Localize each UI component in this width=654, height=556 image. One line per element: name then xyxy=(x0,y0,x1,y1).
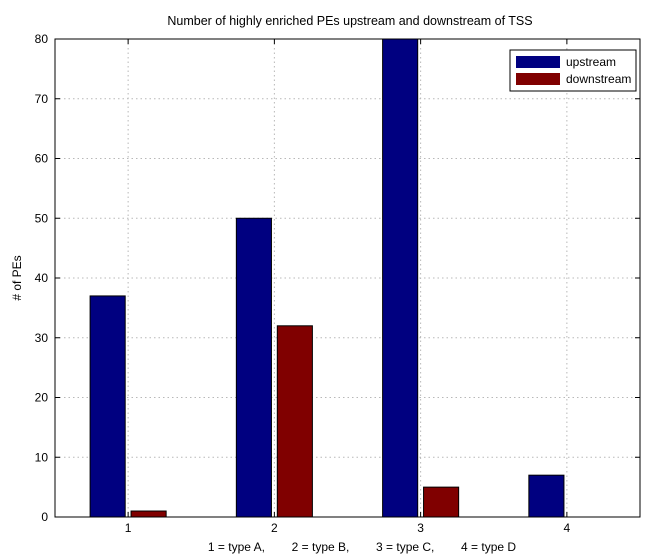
bar-upstream-4 xyxy=(528,474,565,518)
y-tick-label: 20 xyxy=(35,391,49,405)
y-tick-label: 50 xyxy=(35,211,49,225)
y-axis-ticks: 0 10 20 30 40 50 60 70 80 xyxy=(35,32,640,524)
y-tick-label: 80 xyxy=(35,32,49,46)
bar-downstream-2 xyxy=(276,325,313,518)
bar-upstream-2 xyxy=(235,217,272,518)
chart-title: Number of highly enriched PEs upstream a… xyxy=(167,14,532,28)
y-tick-label: 70 xyxy=(35,92,49,106)
bars xyxy=(89,38,565,518)
y-tick-label: 60 xyxy=(35,152,49,166)
legend-swatch-downstream xyxy=(516,73,560,85)
legend-label-downstream: downstream xyxy=(566,72,631,86)
x-tick-label: 4 xyxy=(564,521,571,535)
x-tick-label: 1 xyxy=(125,521,132,535)
legend-swatch-upstream xyxy=(516,56,560,68)
bar-downstream-1 xyxy=(130,510,167,518)
bar-downstream-3 xyxy=(423,486,460,518)
x-axis-ticks: 1 2 3 4 xyxy=(125,39,571,535)
grid-lines xyxy=(55,39,640,517)
bar-upstream-1 xyxy=(89,295,126,518)
legend: upstream downstream xyxy=(509,49,637,92)
legend-label-upstream: upstream xyxy=(566,55,616,69)
y-tick-label: 30 xyxy=(35,331,49,345)
y-tick-label: 10 xyxy=(35,450,49,464)
x-tick-label: 2 xyxy=(271,521,278,535)
y-axis-label: # of PEs xyxy=(10,255,24,300)
y-tick-label: 0 xyxy=(41,510,48,524)
x-tick-label: 3 xyxy=(417,521,424,535)
y-tick-label: 40 xyxy=(35,271,49,285)
x-axis-label: 1 = type A, 2 = type B, 3 = type C, 4 = … xyxy=(208,540,516,554)
bar-upstream-3 xyxy=(382,38,419,518)
